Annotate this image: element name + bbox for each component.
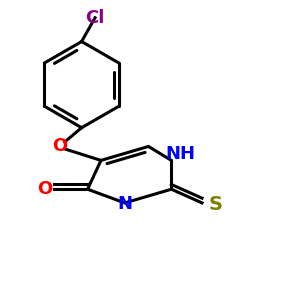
Text: Cl: Cl [85,9,105,27]
Text: O: O [37,180,52,198]
Text: O: O [52,136,67,154]
Text: S: S [208,195,222,214]
Text: NH: NH [165,146,195,164]
Text: N: N [117,195,132,213]
